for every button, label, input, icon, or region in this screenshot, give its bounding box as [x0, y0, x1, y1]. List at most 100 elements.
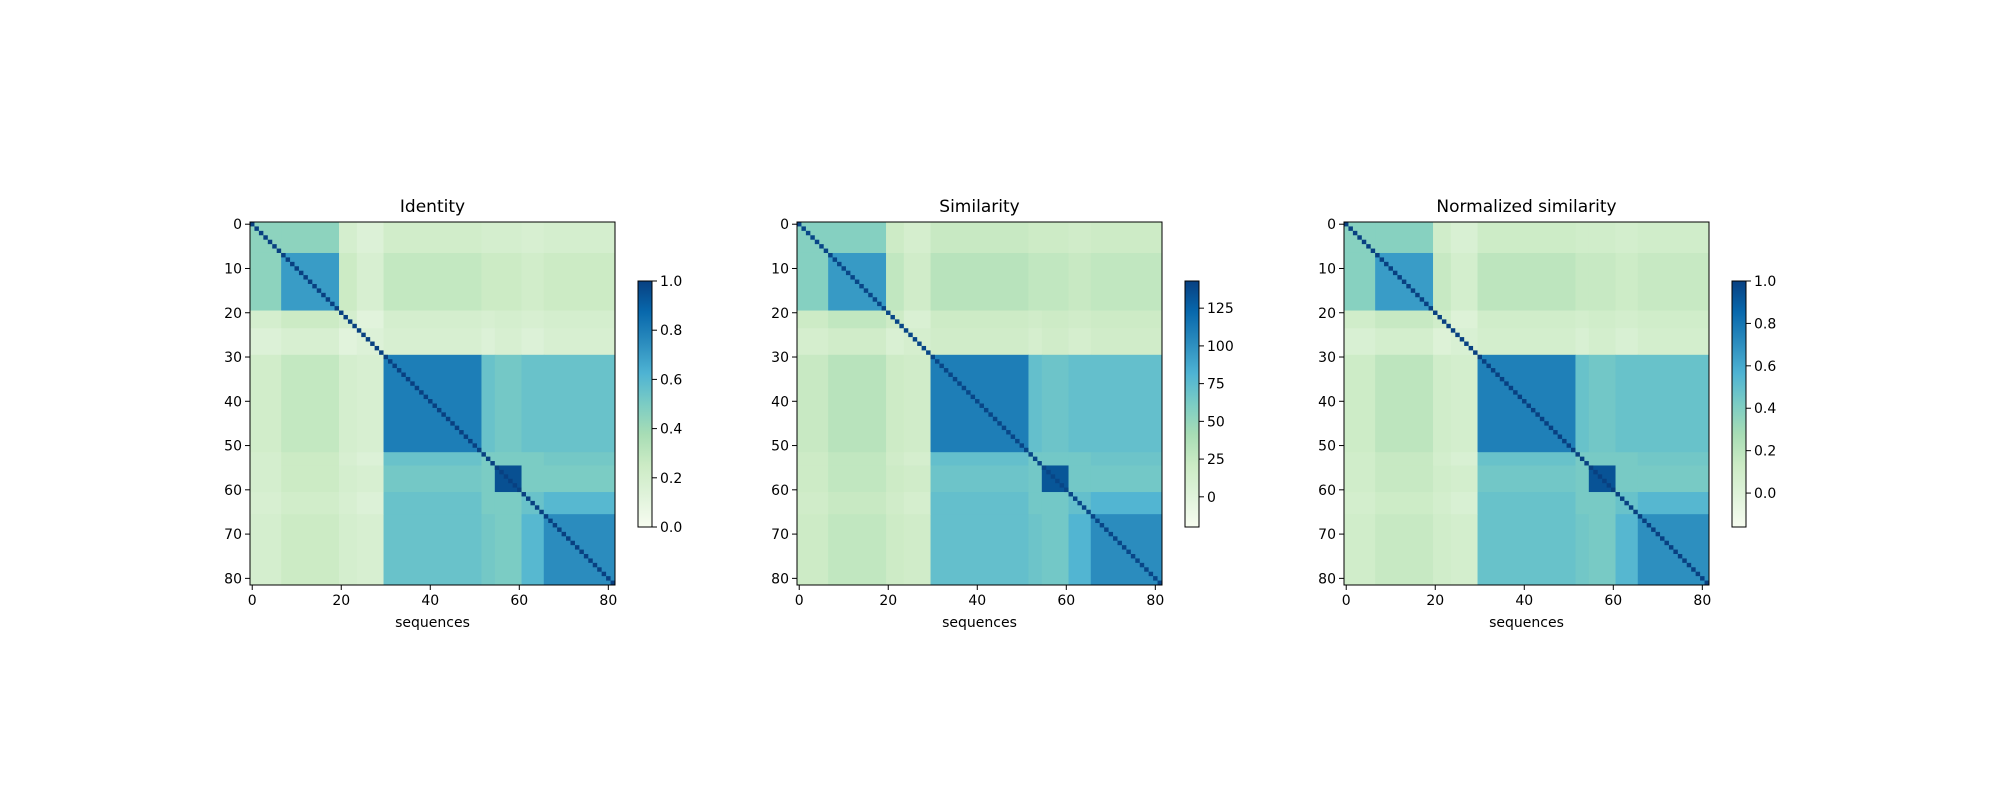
heatmap-cell	[1588, 328, 1617, 356]
diagonal-cell	[1157, 580, 1162, 585]
diagonal-cell	[819, 244, 824, 249]
colorbar-tick-label: 125	[1207, 301, 1234, 317]
y-tick-label: 10	[1318, 261, 1336, 277]
diagonal-cell	[254, 226, 259, 231]
diagonal-cell	[1379, 257, 1385, 262]
heatmap-cell	[481, 310, 496, 329]
diagonal-cell	[494, 465, 500, 470]
heatmap-cell	[828, 328, 887, 356]
heatmap-cell	[1477, 328, 1576, 356]
heatmap-cell	[903, 492, 932, 515]
heatmap-cell	[383, 514, 482, 586]
heatmap-cell	[1028, 252, 1043, 312]
diagonal-cell	[1548, 425, 1554, 431]
diagonal-cell	[298, 270, 304, 276]
x-tick-label: 80	[1146, 593, 1164, 609]
heatmap-cell	[797, 310, 829, 329]
heatmap-cell	[903, 310, 932, 329]
heatmap-cell	[339, 492, 358, 515]
heatmap-cell	[1090, 252, 1163, 312]
heatmap-cell	[797, 252, 829, 312]
diagonal-cell	[1673, 549, 1678, 555]
heatmap-cell	[1090, 328, 1163, 356]
diagonal-cell	[334, 306, 340, 311]
diagonal-cell	[579, 549, 584, 555]
diagonal-cell	[459, 430, 464, 435]
diagonal-cell	[339, 310, 344, 315]
diagonal-cell	[961, 385, 967, 391]
diagonal-cell	[1642, 518, 1647, 524]
y-tick-label: 0	[1327, 217, 1336, 233]
heatmap-cell	[1575, 310, 1590, 329]
diagonal-cell	[801, 226, 806, 231]
diagonal-cell	[877, 301, 882, 307]
diagonal-cell	[939, 363, 944, 369]
x-tick-label: 0	[795, 593, 804, 609]
heatmap-cell	[1637, 354, 1710, 453]
diagonal-cell	[530, 500, 535, 506]
diagonal-cell	[1099, 523, 1105, 528]
heatmap-cell	[481, 354, 496, 453]
diagonal-cell	[1624, 500, 1629, 506]
heatmap-cell	[930, 452, 1029, 466]
heatmap-cell	[494, 354, 523, 453]
diagonal-cell	[1370, 248, 1376, 253]
heatmap-cell	[281, 354, 340, 453]
heatmap-cell	[543, 328, 616, 356]
heatmap-cell	[339, 452, 358, 466]
heatmap-cell	[1344, 514, 1376, 586]
x-tick-label: 80	[599, 593, 617, 609]
heatmap-cell	[1433, 465, 1452, 493]
diagonal-cell	[1113, 536, 1118, 541]
diagonal-cell	[970, 394, 976, 400]
colorbar-tick-label: 1.0	[1754, 274, 1776, 290]
diagonal-cell	[1401, 279, 1407, 284]
heatmap-cell	[1041, 310, 1070, 329]
diagonal-cell	[1419, 297, 1425, 302]
heatmap-cell	[1615, 310, 1639, 329]
heatmap-cell	[356, 452, 385, 466]
heatmap-cell	[494, 310, 523, 329]
diagonal-cell	[1695, 571, 1701, 577]
heatmap-cell	[1588, 354, 1617, 453]
heatmap-cell	[797, 514, 829, 586]
diagonal-cell	[983, 407, 989, 413]
heatmap-cell	[494, 492, 523, 515]
diagonal-cell	[570, 540, 575, 546]
diagonal-cell	[997, 421, 1002, 426]
heatmap-cell	[886, 514, 905, 586]
heatmap-cell	[521, 465, 545, 493]
heatmap-cell	[494, 452, 523, 466]
diagonal-cell	[810, 235, 815, 240]
diagonal-cell	[1450, 328, 1456, 333]
diagonal-cell	[1041, 465, 1047, 470]
heatmap-cell	[1450, 514, 1479, 586]
diagonal-cell	[1473, 350, 1478, 355]
diagonal-cell	[1553, 430, 1558, 435]
heatmap-cell	[521, 222, 545, 254]
x-axis-label: sequences	[1489, 615, 1564, 631]
diagonal-cell	[1700, 576, 1705, 581]
diagonal-cell	[312, 283, 317, 289]
y-tick-label: 80	[224, 571, 242, 587]
heatmap-cell	[1575, 252, 1590, 312]
diagonal-cell	[1539, 416, 1545, 422]
diagonal-cell	[1375, 252, 1380, 258]
diagonal-cell	[975, 399, 980, 404]
diagonal-cell	[850, 275, 855, 280]
heatmap-cell	[281, 328, 340, 356]
heatmap-cell	[1450, 465, 1479, 493]
diagonal-cell	[379, 350, 384, 355]
heatmap-cell	[1450, 452, 1479, 466]
diagonal-cell	[1437, 314, 1442, 320]
diagonal-cell	[1121, 545, 1127, 550]
y-tick-label: 30	[771, 350, 789, 366]
diagonal-cell	[1575, 452, 1580, 457]
diagonal-cell	[432, 403, 437, 408]
y-tick-label: 0	[780, 217, 789, 233]
heatmap-cell	[1375, 465, 1434, 493]
diagonal-cell	[454, 425, 460, 431]
heatmap-cell	[1615, 328, 1639, 356]
diagonal-cell	[1655, 531, 1661, 537]
